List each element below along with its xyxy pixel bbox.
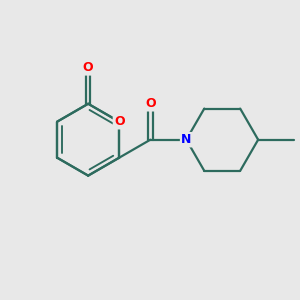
- Text: O: O: [83, 61, 94, 74]
- Text: O: O: [114, 115, 124, 128]
- Text: N: N: [181, 133, 191, 146]
- Text: O: O: [145, 97, 156, 110]
